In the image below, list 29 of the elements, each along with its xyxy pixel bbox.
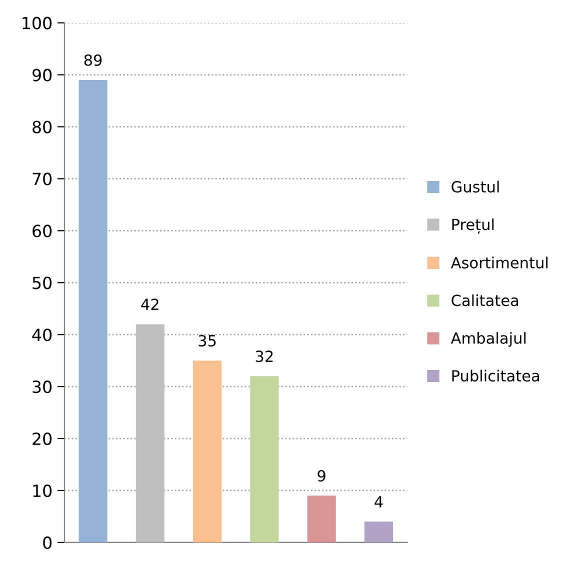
y-tick-label: 0	[43, 536, 52, 550]
legend-label: Calitatea	[452, 294, 518, 306]
bar	[78, 80, 108, 542]
y-tick-label: 30	[32, 380, 52, 394]
legend-label: Ambalajul	[450, 332, 526, 347]
data-label: 42	[141, 298, 158, 310]
legend-label: Publicitatea	[452, 370, 539, 382]
bar	[250, 376, 279, 542]
y-tick-label: 70	[32, 172, 52, 186]
bar	[136, 324, 164, 542]
data-label: 32	[256, 350, 273, 362]
y-tick-label: 80	[32, 120, 52, 134]
y-tick-label: 50	[32, 276, 52, 290]
data-label: 9	[318, 470, 326, 482]
legend-label: Gustul	[452, 180, 499, 193]
y-tick-label: 90	[32, 68, 52, 82]
bar	[307, 496, 336, 542]
legend-label: Asortimentul	[450, 256, 548, 268]
y-tick-label: 60	[32, 224, 52, 238]
bar	[364, 522, 393, 542]
y-tick-label: 100	[22, 16, 52, 30]
y-tick-label: 10	[33, 484, 52, 498]
data-label: 89	[84, 54, 102, 66]
data-label: 35	[198, 334, 216, 347]
y-tick-label: 40	[32, 328, 52, 342]
legend-label: Prețul	[452, 218, 494, 234]
data-label: 4	[374, 496, 383, 508]
bar	[193, 360, 222, 542]
y-tick-label: 20	[32, 432, 52, 446]
